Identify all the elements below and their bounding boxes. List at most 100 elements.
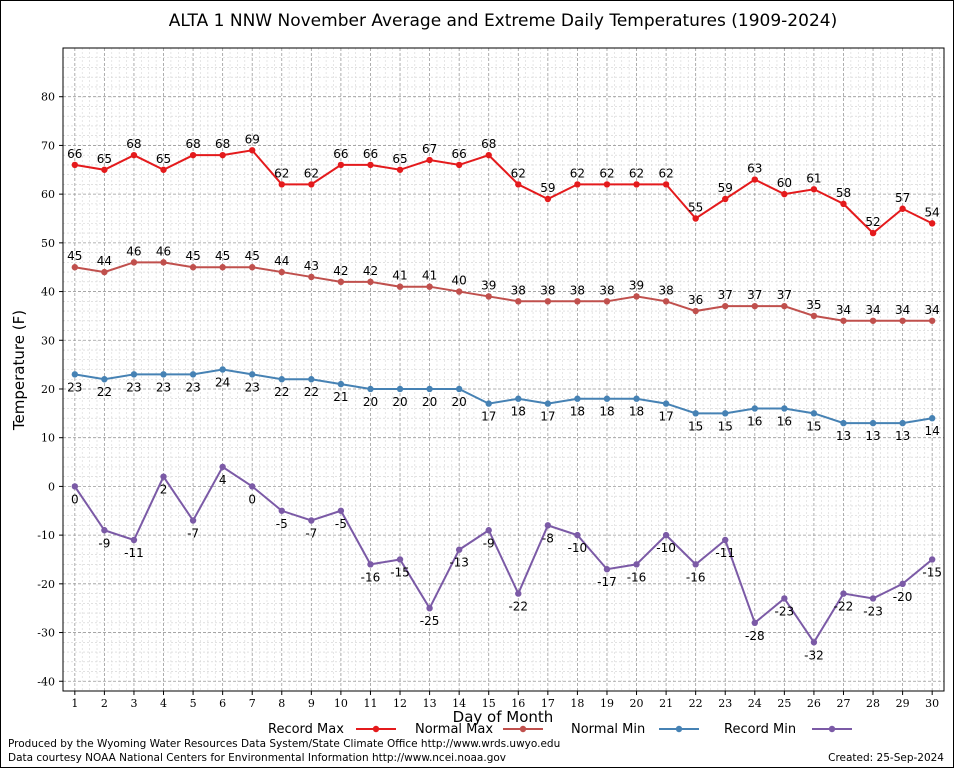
record-min-point bbox=[485, 527, 492, 534]
record-min-data-label: -7 bbox=[187, 527, 199, 541]
x-tick-label: 9 bbox=[308, 697, 315, 710]
record-min-line bbox=[73, 465, 933, 645]
record-min-point bbox=[692, 561, 699, 568]
record-max-data-label: 62 bbox=[274, 166, 289, 180]
normal-max-data-label: 37 bbox=[747, 288, 762, 302]
normal-max-point bbox=[869, 317, 877, 324]
normal-max-data-label: 41 bbox=[392, 269, 407, 283]
series: 66 65 68 65 68 68 69 62 62 66 66 65 67 66 68 62 59 62 62 62… bbox=[67, 132, 942, 662]
normal-min-point bbox=[692, 410, 699, 417]
normal-max-point bbox=[101, 268, 108, 276]
record-max-data-label: 52 bbox=[865, 215, 880, 229]
normal-min-data-label: 18 bbox=[599, 405, 614, 419]
chart-title: ALTA 1 NNW November Average and Extreme … bbox=[169, 11, 837, 31]
normal-max-data-label: 38 bbox=[511, 283, 526, 297]
record-max-point bbox=[574, 181, 581, 188]
y-tick-label: -20 bbox=[37, 578, 55, 591]
normal-min-point bbox=[130, 371, 138, 378]
record-max-point bbox=[840, 200, 847, 208]
normal-min-data-label: 23 bbox=[156, 380, 171, 394]
normal-max-point bbox=[722, 302, 729, 310]
footer-created: Created: 25-Sep-2024 bbox=[828, 752, 944, 764]
normal-max-point bbox=[662, 298, 670, 305]
record-max-point bbox=[396, 166, 404, 173]
normal-min-data-label: 22 bbox=[274, 385, 289, 399]
normal-max-line bbox=[74, 261, 933, 322]
normal-max-point bbox=[249, 264, 256, 271]
normal-max-data-label: 45 bbox=[245, 249, 260, 263]
normal-min-point bbox=[426, 385, 433, 393]
normal-min-point bbox=[810, 410, 818, 417]
x-tick-label: 17 bbox=[541, 697, 555, 710]
normal-min-point bbox=[455, 385, 463, 393]
record-max-data-label: 66 bbox=[363, 147, 378, 161]
x-tick-label: 28 bbox=[866, 697, 880, 710]
normal-min-point bbox=[396, 385, 404, 393]
normal-min-data-label: 18 bbox=[629, 405, 644, 419]
footer-produced-by: Produced by the Wyoming Water Resources … bbox=[8, 738, 561, 750]
record-max-point bbox=[101, 166, 108, 173]
record-max-data-label: 62 bbox=[304, 166, 319, 180]
record-min-point bbox=[160, 473, 167, 480]
record-max-point bbox=[515, 181, 522, 188]
legend-item-normal-max: Normal Max bbox=[415, 722, 543, 737]
normal-min-point bbox=[337, 380, 345, 388]
record-min-data-label: -32 bbox=[804, 648, 824, 662]
record-max-data-label: 68 bbox=[126, 137, 141, 151]
record-min-point bbox=[810, 639, 818, 646]
record-max-point bbox=[781, 190, 788, 198]
normal-max-data-label: 45 bbox=[215, 249, 230, 263]
normal-max-data-label: 44 bbox=[97, 254, 112, 268]
normal-max-point bbox=[396, 283, 404, 290]
record-max-point bbox=[722, 195, 729, 203]
x-tick-label: 11 bbox=[363, 697, 377, 710]
x-tick-label: 1 bbox=[71, 697, 78, 710]
record-min-point bbox=[396, 556, 404, 563]
record-min-point bbox=[574, 531, 581, 539]
legend-item-record-max: Record Max bbox=[268, 722, 396, 737]
record-min-data-label: -5 bbox=[335, 517, 347, 531]
normal-max-point bbox=[219, 264, 226, 271]
normal-min-data-label: 13 bbox=[895, 429, 910, 443]
record-max-point bbox=[71, 161, 79, 169]
normal-min-point bbox=[308, 376, 315, 383]
normal-min-point bbox=[869, 419, 877, 427]
record-min-point bbox=[130, 536, 138, 544]
record-min-data-label: -28 bbox=[745, 629, 765, 643]
normal-max-point bbox=[71, 264, 79, 271]
y-tick-label: 0 bbox=[48, 480, 55, 493]
normal-min-data-label: 17 bbox=[540, 410, 555, 424]
record-min-data-label: -13 bbox=[449, 556, 469, 570]
x-tick-label: 27 bbox=[836, 697, 850, 710]
record-min-data-label: -17 bbox=[597, 575, 617, 589]
normal-min-point bbox=[101, 376, 108, 383]
y-tick-label: 30 bbox=[41, 334, 55, 347]
x-tick-label: 30 bbox=[925, 697, 939, 710]
x-tick-label: 14 bbox=[452, 697, 466, 710]
normal-max-point bbox=[544, 298, 552, 305]
x-tick-label: 13 bbox=[423, 697, 437, 710]
normal-min-data-label: 21 bbox=[333, 390, 348, 404]
normal-min-data-label: 15 bbox=[688, 419, 703, 433]
normal-max-point bbox=[899, 317, 906, 324]
footer-data-courtesy: Data courtesy NOAA National Centers for … bbox=[8, 752, 507, 764]
x-tick-label: 29 bbox=[896, 697, 910, 710]
record-max-data-label: 66 bbox=[333, 147, 348, 161]
x-tick-label: 2 bbox=[101, 697, 108, 710]
record-max-data-label: 68 bbox=[185, 137, 200, 151]
record-max-point bbox=[278, 181, 285, 188]
normal-min-data-label: 14 bbox=[925, 424, 940, 438]
normal-max-data-label: 34 bbox=[895, 303, 910, 317]
x-tick-label: 4 bbox=[160, 697, 167, 710]
normal-min-data-label: 16 bbox=[777, 414, 792, 428]
normal-min-data-label: 18 bbox=[570, 405, 585, 419]
normal-min-data-label: 20 bbox=[363, 395, 378, 409]
record-max-data-label: 62 bbox=[629, 166, 644, 180]
record-min-point bbox=[662, 531, 670, 539]
legend-marker bbox=[519, 725, 527, 733]
normal-min-data-label: 23 bbox=[185, 380, 200, 394]
normal-min-data-label: 22 bbox=[304, 385, 319, 399]
normal-max-data-label: 42 bbox=[333, 264, 348, 278]
record-min-point bbox=[219, 463, 226, 471]
record-min-point bbox=[101, 527, 108, 534]
